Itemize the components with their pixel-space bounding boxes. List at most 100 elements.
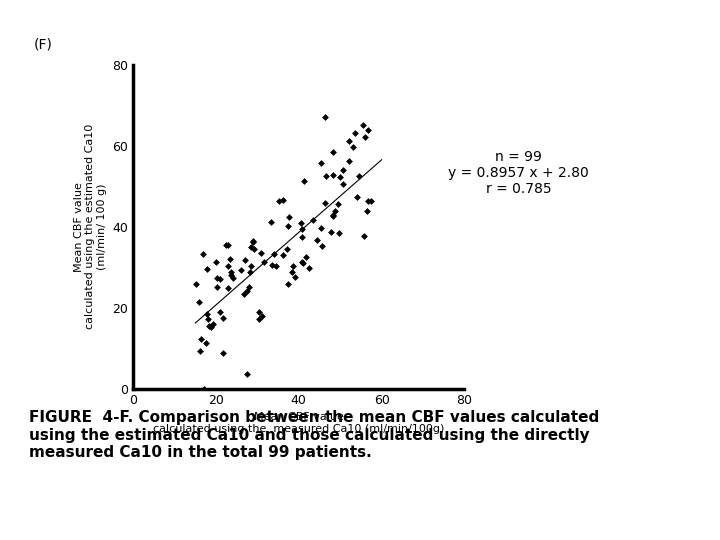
Point [295, 219, 307, 227]
Point [271, 262, 282, 271]
Point [327, 210, 338, 219]
Point [343, 157, 355, 165]
Point [315, 159, 327, 167]
Point [217, 349, 229, 357]
Point [266, 261, 278, 269]
Point [320, 199, 331, 207]
Point [196, 334, 207, 343]
Point [365, 197, 377, 206]
Point [357, 121, 369, 130]
Point [220, 241, 231, 249]
Point [348, 129, 360, 137]
Text: FIGURE  4-F. Comparison between the mean CBF values calculated
using the estimat: FIGURE 4-F. Comparison between the mean … [29, 410, 599, 460]
Point [215, 274, 226, 283]
X-axis label: Mean CBF value
calculated using the  measured Ca10 (ml/min/100g): Mean CBF value calculated using the meas… [153, 412, 444, 434]
Point [244, 267, 256, 276]
Point [289, 272, 301, 281]
Point [253, 315, 265, 324]
Point [215, 308, 226, 316]
Point [253, 307, 264, 316]
Point [274, 197, 285, 206]
Point [210, 258, 222, 266]
Point [211, 282, 222, 291]
Point [362, 125, 374, 134]
Point [266, 218, 277, 226]
Point [248, 245, 260, 253]
Point [222, 240, 233, 249]
Point [245, 262, 256, 271]
Point [256, 312, 268, 321]
Point [278, 251, 289, 260]
Point [217, 314, 229, 322]
Point [315, 224, 327, 232]
Point [282, 279, 294, 288]
Point [228, 274, 239, 283]
Point [296, 258, 307, 266]
Point [245, 242, 256, 251]
Point [327, 211, 338, 220]
Point [241, 370, 253, 379]
Point [338, 179, 349, 188]
Point [201, 309, 212, 318]
Point [296, 225, 307, 233]
Point [303, 264, 315, 272]
Point [343, 137, 355, 145]
Point [337, 166, 348, 174]
Point [240, 255, 251, 264]
Point [201, 265, 212, 273]
Point [255, 249, 266, 258]
Point [225, 271, 237, 280]
Point [225, 254, 236, 263]
Point [207, 319, 218, 328]
Point [248, 236, 259, 245]
Point [205, 323, 217, 332]
Point [361, 207, 373, 215]
Point [203, 321, 215, 330]
Point [351, 192, 363, 201]
Point [248, 237, 259, 246]
Point [222, 262, 234, 271]
Point [335, 172, 346, 181]
Point [197, 249, 209, 258]
Point [235, 266, 247, 275]
Point [329, 207, 341, 215]
Point [362, 197, 374, 205]
Point [286, 267, 297, 276]
Y-axis label: Mean CBF value
calculated using the estimated Ca10
(ml/min/ 100 g): Mean CBF value calculated using the esti… [73, 124, 107, 329]
Point [282, 222, 294, 231]
Point [191, 280, 202, 288]
Point [328, 147, 339, 156]
Point [317, 242, 328, 251]
Point [281, 245, 292, 253]
Point [238, 289, 249, 298]
Point [348, 142, 359, 151]
Point [194, 346, 206, 355]
Point [258, 258, 270, 266]
Point [359, 232, 370, 240]
Point [359, 132, 370, 141]
Point [297, 258, 309, 267]
Point [300, 253, 312, 262]
Point [200, 339, 212, 347]
Point [193, 298, 204, 306]
Point [333, 229, 345, 238]
Point [325, 227, 336, 236]
Point [268, 250, 279, 259]
Point [333, 199, 344, 208]
Point [243, 282, 255, 291]
Text: (F): (F) [34, 38, 53, 52]
Point [287, 261, 298, 270]
Point [311, 236, 323, 245]
Point [222, 284, 234, 292]
Point [297, 233, 308, 241]
Point [277, 195, 289, 204]
Point [354, 172, 365, 181]
Point [327, 171, 338, 179]
Point [198, 385, 210, 394]
Point [299, 177, 310, 186]
Point [283, 212, 294, 221]
Point [225, 267, 236, 276]
Point [203, 315, 215, 323]
Text: n = 99
y = 0.8957 x + 2.80
r = 0.785: n = 99 y = 0.8957 x + 2.80 r = 0.785 [448, 150, 589, 196]
Point [211, 273, 222, 282]
